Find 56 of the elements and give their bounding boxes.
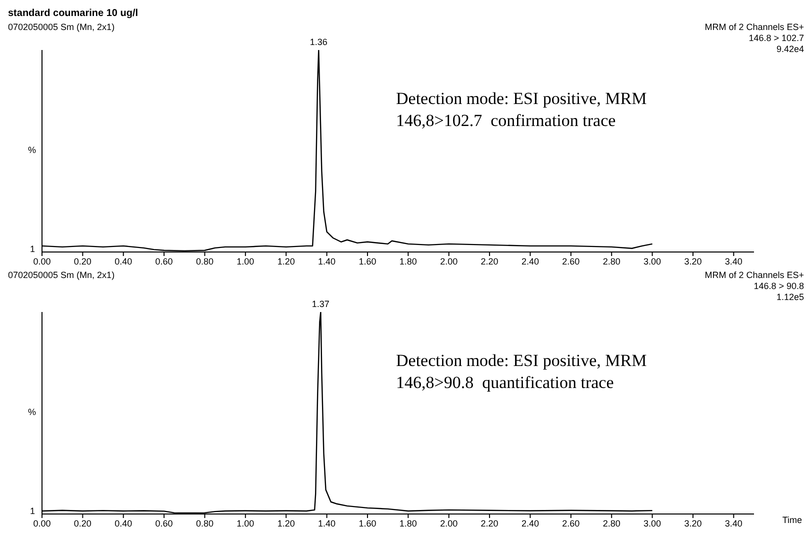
text: 9.42e4 xyxy=(775,44,804,55)
annotation: 146,8>90.8 quantification trace xyxy=(396,372,615,394)
x-tick-label: 0.00 xyxy=(33,518,51,528)
y-axis-title: % xyxy=(28,407,36,417)
x-tick-label: 3.00 xyxy=(644,518,662,528)
annotation: 1.37 xyxy=(312,299,330,309)
x-tick-label: 1.80 xyxy=(399,518,417,528)
text: 146.8 > 90.8 xyxy=(752,281,804,292)
x-tick-label: 0.20 xyxy=(74,518,92,528)
annotation: 1.36 xyxy=(310,37,328,47)
annotation: Detection mode: ESI positive, MRM xyxy=(396,88,647,110)
x-tick-label: 0.80 xyxy=(196,518,214,528)
x-tick-label: 1.80 xyxy=(399,256,417,266)
x-tick-label: 1.00 xyxy=(236,518,254,528)
x-tick-label: 1.60 xyxy=(358,256,376,266)
chart-subtitle: 0702050005 Sm (Mn, 2x1) xyxy=(8,22,115,32)
x-tick-label: 0.80 xyxy=(196,256,214,266)
text: MRM of 2 Channels ES+ xyxy=(704,22,804,33)
chart-subtitle: 0702050005 Sm (Mn, 2x1) xyxy=(8,270,115,280)
x-tick-label: 1.60 xyxy=(358,518,376,528)
x-tick-label: 2.60 xyxy=(562,256,580,266)
x-tick-label: 3.40 xyxy=(724,518,742,528)
x-tick-label: 1.40 xyxy=(318,518,336,528)
x-tick-label: 2.60 xyxy=(562,518,580,528)
x-tick-label: 3.20 xyxy=(684,518,702,528)
x-tick-label: 2.40 xyxy=(521,518,539,528)
annotation: Detection mode: ESI positive, MRM xyxy=(396,350,647,372)
x-tick-label: 2.20 xyxy=(480,518,498,528)
x-tick-label: 3.20 xyxy=(684,256,702,266)
x-tick-label: 1.40 xyxy=(318,256,336,266)
x-tick-label: 2.00 xyxy=(440,518,458,528)
text: 1 xyxy=(30,506,36,516)
x-tick-label: 0.20 xyxy=(74,256,92,266)
x-tick-label: 2.40 xyxy=(521,256,539,266)
x-tick-label: 0.00 xyxy=(33,256,51,266)
x-tick-label: 2.20 xyxy=(480,256,498,266)
x-tick-label: 0.60 xyxy=(155,256,173,266)
x-tick-label: 2.80 xyxy=(602,518,620,528)
text: 146.8 > 102.7 xyxy=(748,33,804,44)
x-tick-label: 3.00 xyxy=(644,256,662,266)
x-tick-label: 1.00 xyxy=(236,256,254,266)
x-tick-label: 0.40 xyxy=(114,256,132,266)
x-tick-label: 1.20 xyxy=(277,518,295,528)
x-tick-label: 1.20 xyxy=(277,256,295,266)
x-tick-label: 0.60 xyxy=(155,518,173,528)
x-tick-label: 0.40 xyxy=(114,518,132,528)
chart-title: standard coumarine 10 ug/l xyxy=(8,8,138,19)
annotation: 146,8>102.7 confirmation trace xyxy=(396,110,617,132)
x-axis-title: Time xyxy=(782,515,802,525)
text: 1 xyxy=(30,244,36,254)
text: 1.12e5 xyxy=(775,292,804,303)
text: MRM of 2 Channels ES+ xyxy=(704,270,804,281)
x-tick-label: 3.40 xyxy=(724,256,742,266)
x-tick-label: 2.80 xyxy=(602,256,620,266)
x-tick-label: 2.00 xyxy=(440,256,458,266)
y-axis-title: % xyxy=(28,145,36,155)
